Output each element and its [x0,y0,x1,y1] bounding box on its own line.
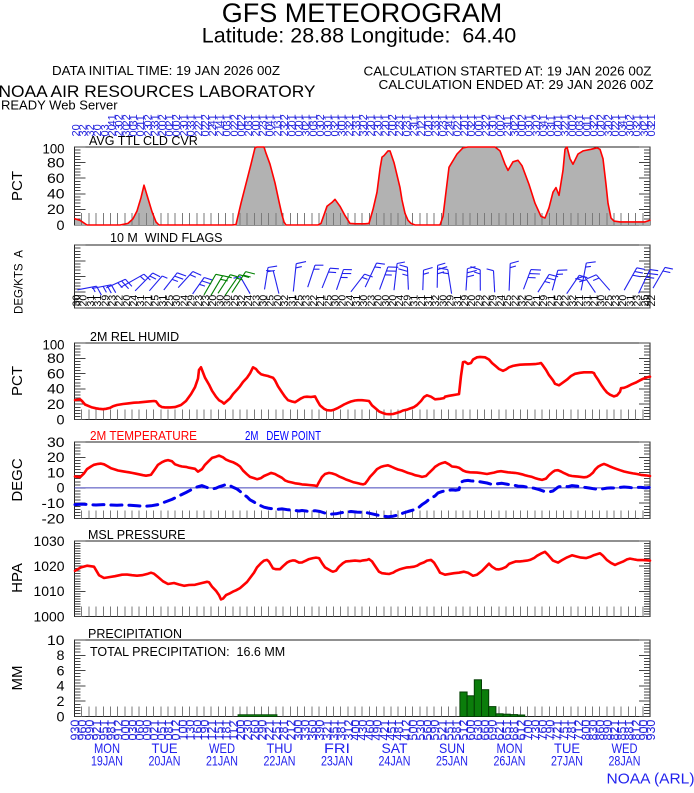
svg-text:0: 0 [57,217,65,233]
svg-text:-20: -20 [42,510,65,526]
svg-text:80: 80 [47,350,65,366]
svg-text:1030: 1030 [34,533,65,549]
svg-text:DEGC: DEGC [9,458,26,502]
svg-text:6: 6 [57,662,65,678]
svg-text:READY Web Server: READY Web Server [1,98,118,113]
svg-text:60: 60 [47,170,65,186]
svg-text:03: 03 [646,124,658,136]
svg-text:PRECIPITATION: PRECIPITATION [88,627,182,641]
svg-text:930: 930 [644,720,658,741]
svg-text:MM: MM [9,666,26,691]
svg-text:PCT: PCT [9,171,26,201]
svg-text:2M TEMPERATURE: 2M TEMPERATURE [90,429,197,443]
svg-text:TOTAL PRECIPITATION: 16.6 MM: TOTAL PRECIPITATION: 16.6 MM [90,645,285,659]
svg-text:-10: -10 [42,495,65,511]
svg-text:24JAN: 24JAN [379,753,411,769]
svg-text:DATA INITIAL TIME: 19 JAN 2026: DATA INITIAL TIME: 19 JAN 2026 00Z [52,63,280,78]
svg-text:28JAN: 28JAN [609,753,641,769]
svg-text:PCT: PCT [9,366,26,396]
svg-text:40: 40 [47,381,65,397]
svg-text:1020: 1020 [34,558,65,574]
svg-text:30: 30 [47,434,65,450]
svg-text:Latitude: 28.88 Longitude: 64: Latitude: 28.88 Longitude: 64.40 [202,24,516,48]
svg-text:10: 10 [47,632,65,648]
svg-text:27JAN: 27JAN [551,753,583,769]
svg-text:20: 20 [47,396,65,412]
svg-text:0: 0 [57,411,65,427]
svg-text:2M REL HUMID: 2M REL HUMID [90,330,179,344]
svg-text:60: 60 [47,365,65,381]
svg-text:10: 10 [47,464,65,480]
svg-text:40: 40 [47,186,65,202]
svg-text:19JAN: 19JAN [91,753,123,769]
svg-text:2M DEW POINT: 2M DEW POINT [245,429,321,443]
svg-text:0: 0 [57,708,65,724]
svg-text:HPA: HPA [9,563,26,593]
svg-text:10 M WIND FLAGS: 10 M WIND FLAGS [110,231,223,245]
svg-text:MSL PRESSURE: MSL PRESSURE [88,528,185,542]
svg-text:NOAA (ARL): NOAA (ARL) [607,771,694,788]
svg-text:21JAN: 21JAN [206,753,238,769]
svg-text:20JAN: 20JAN [149,753,181,769]
svg-text:20: 20 [47,449,65,465]
svg-text:2: 2 [57,693,65,709]
svg-text:22: 22 [646,295,658,307]
svg-text:25JAN: 25JAN [436,753,468,769]
svg-text:22JAN: 22JAN [264,753,296,769]
svg-text:26JAN: 26JAN [494,753,526,769]
svg-text:CALCULATION ENDED AT: 29 JAN 2: CALCULATION ENDED AT: 29 JAN 2026 00Z [379,77,654,92]
svg-text:1000: 1000 [34,608,65,624]
svg-text:20: 20 [47,201,65,217]
svg-text:80: 80 [47,154,65,170]
svg-text:8: 8 [57,647,65,663]
svg-text:0: 0 [57,480,65,496]
svg-text:DEG/KTS A: DEG/KTS A [14,250,26,314]
svg-text:4: 4 [57,678,65,694]
svg-text:1010: 1010 [34,583,65,599]
svg-text:23JAN: 23JAN [321,753,353,769]
